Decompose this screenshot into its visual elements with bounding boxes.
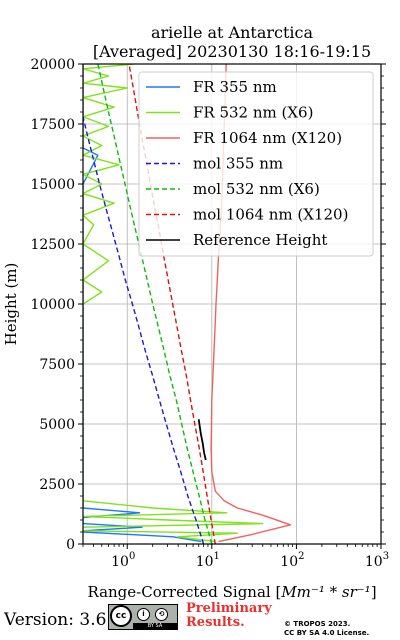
y-tick-label: 10000: [30, 297, 75, 313]
y-tick-label: 7500: [39, 357, 75, 373]
legend-box: [138, 71, 374, 257]
copyright-line1: © TROPOS 2023.: [284, 620, 351, 628]
y-tick-label: 12500: [30, 237, 75, 253]
legend-label-3: FR 1064 nm (X120): [193, 129, 342, 147]
x-tick-label: 102: [280, 551, 304, 570]
series-line-4: [83, 116, 205, 544]
preliminary-line2: Results.: [186, 615, 245, 630]
y-tick-label: 5000: [39, 417, 75, 433]
lidar-profile-chart: arielle at Antarctica [Averaged] 2023013…: [2, 23, 389, 600]
cc-license-badge[interactable]: cc i ⟲ BY SA: [108, 604, 178, 630]
y-tick-label: 20000: [30, 57, 75, 73]
series-line-7: [197, 419, 207, 461]
legend-label-1: FR 355 nm: [193, 78, 277, 96]
copyright-note: © TROPOS 2023. CC BY SA 4.0 License.: [284, 620, 369, 638]
chart-title-line1: arielle at Antarctica: [151, 23, 314, 42]
legend-label-5: mol 532 nm (X6): [193, 180, 320, 198]
series-line-1: [83, 64, 202, 543]
cc-icon: cc: [110, 605, 132, 627]
legend: FR 355 nm FR 532 nm (X6) FR 1064 nm (X120)…: [138, 71, 374, 257]
legend-label-6: mol 1064 nm (X120): [193, 206, 348, 224]
chart-title-line2: [Averaged] 20230130 18:16-19:15: [93, 42, 371, 61]
series-line-2: [83, 64, 264, 543]
y-tick-label: 17500: [30, 117, 75, 133]
axis-ticks: 0 2500 5000 7500 10000 12500 15000 17500 20000 10…: [30, 57, 389, 570]
preliminary-results-note: Preliminary Results.: [186, 602, 272, 630]
y-tick-label: 15000: [30, 177, 75, 193]
series-line-6: [128, 64, 216, 544]
plot-area: [83, 64, 292, 544]
legend-label-7: Reference Height: [193, 231, 327, 249]
x-axis-label: Range-Corrected Signal [Mm⁻¹ * sr⁻¹]: [87, 583, 376, 600]
copyright-line2: CC BY SA 4.0 License.: [284, 629, 370, 637]
series-line-5: [97, 64, 213, 544]
x-tick-label: 100: [111, 551, 135, 570]
preliminary-line1: Preliminary: [186, 601, 272, 616]
share-alike-icon: ⟲: [155, 608, 168, 621]
y-tick-label: 2500: [39, 477, 75, 493]
attribution-icon: i: [137, 608, 150, 621]
y-tick-label: 0: [66, 537, 75, 553]
legend-label-2: FR 532 nm (X6): [193, 104, 313, 122]
cc-license-strip: BY SA: [133, 623, 177, 629]
y-axis-label: Height (m): [2, 263, 20, 346]
version-label: Version: 3.6: [4, 610, 107, 630]
x-tick-label: 103: [365, 551, 389, 570]
legend-label-4: mol 355 nm: [193, 155, 283, 173]
x-tick-label: 101: [196, 551, 220, 570]
footer: Version: 3.6 cc i ⟲ BY SA Preliminary Re…: [0, 600, 400, 640]
